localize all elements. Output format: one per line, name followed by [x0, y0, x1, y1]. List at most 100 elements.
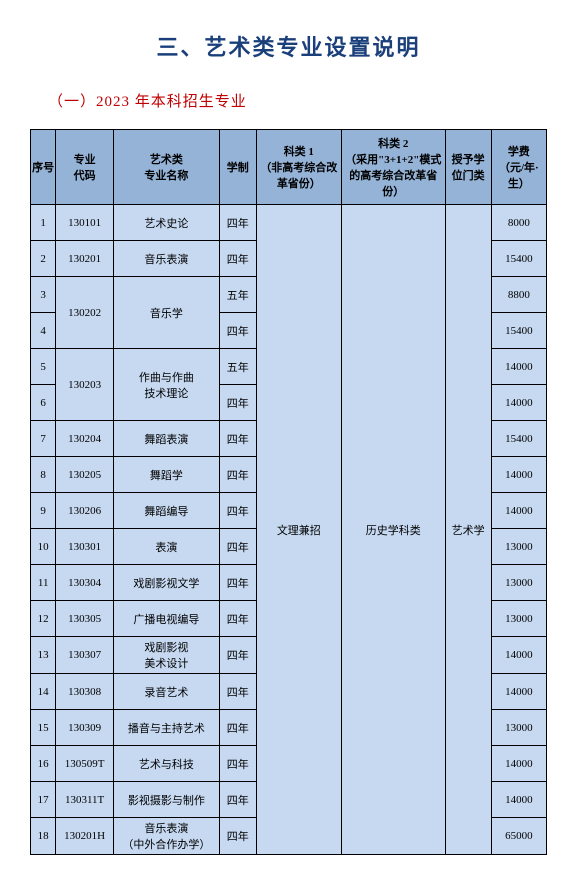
cell-name: 表演 — [113, 529, 219, 565]
cell-name: 戏剧影视文学 — [113, 565, 219, 601]
cell-index: 18 — [31, 818, 56, 855]
cell-code: 130309 — [56, 710, 114, 746]
cell-duration: 四年 — [219, 818, 256, 855]
cell-degree: 艺术学 — [445, 205, 491, 855]
cell-duration: 四年 — [219, 782, 256, 818]
page-title: 三、艺术类专业设置说明 — [30, 30, 547, 62]
table-header-row: 序号 专业代码 艺术类专业名称 学制 科类 1（非高考综合改革省份） 科类 2（… — [31, 130, 547, 205]
cell-code: 130301 — [56, 529, 114, 565]
cell-name: 影视摄影与制作 — [113, 782, 219, 818]
cell-index: 14 — [31, 674, 56, 710]
cell-index: 13 — [31, 637, 56, 674]
cell-duration: 四年 — [219, 457, 256, 493]
cell-fee: 65000 — [491, 818, 546, 855]
cell-index: 3 — [31, 277, 56, 313]
cell-name: 音乐学 — [113, 277, 219, 349]
cell-code: 130305 — [56, 601, 114, 637]
cell-duration: 四年 — [219, 493, 256, 529]
cell-fee: 15400 — [491, 241, 546, 277]
cell-name: 音乐表演 — [113, 241, 219, 277]
cell-code: 130201H — [56, 818, 114, 855]
cell-code: 130311T — [56, 782, 114, 818]
cell-name: 广播电视编导 — [113, 601, 219, 637]
th-index: 序号 — [31, 130, 56, 205]
cell-duration: 四年 — [219, 637, 256, 674]
cell-fee: 14000 — [491, 782, 546, 818]
cell-code: 130205 — [56, 457, 114, 493]
cell-fee: 8000 — [491, 205, 546, 241]
cell-fee: 14000 — [491, 493, 546, 529]
cell-code: 130304 — [56, 565, 114, 601]
cell-index: 4 — [31, 313, 56, 349]
cell-code: 130203 — [56, 349, 114, 421]
section-subtitle: （一）2023 年本科招生专业 — [48, 90, 547, 111]
th-fee: 学费（元/年·生） — [491, 130, 546, 205]
cell-duration: 四年 — [219, 674, 256, 710]
cell-duration: 四年 — [219, 385, 256, 421]
cell-index: 11 — [31, 565, 56, 601]
cell-index: 17 — [31, 782, 56, 818]
cell-fee: 14000 — [491, 349, 546, 385]
cell-index: 7 — [31, 421, 56, 457]
th-k2: 科类 2（采用"3+1+2"模式的高考综合改革省份） — [341, 130, 445, 205]
cell-duration: 四年 — [219, 241, 256, 277]
cell-name: 播音与主持艺术 — [113, 710, 219, 746]
cell-fee: 8800 — [491, 277, 546, 313]
cell-fee: 15400 — [491, 421, 546, 457]
cell-code: 130201 — [56, 241, 114, 277]
cell-fee: 13000 — [491, 565, 546, 601]
cell-duration: 四年 — [219, 746, 256, 782]
cell-index: 5 — [31, 349, 56, 385]
cell-name: 戏剧影视美术设计 — [113, 637, 219, 674]
cell-code: 130101 — [56, 205, 114, 241]
cell-name: 舞蹈编导 — [113, 493, 219, 529]
cell-name: 作曲与作曲技术理论 — [113, 349, 219, 421]
cell-name: 艺术史论 — [113, 205, 219, 241]
cell-k1: 文理兼招 — [256, 205, 341, 855]
th-degree: 授予学位门类 — [445, 130, 491, 205]
cell-fee: 13000 — [491, 529, 546, 565]
cell-index: 15 — [31, 710, 56, 746]
cell-fee: 14000 — [491, 457, 546, 493]
th-code: 专业代码 — [56, 130, 114, 205]
table-row: 1130101艺术史论四年文理兼招历史学科类艺术学8000 — [31, 205, 547, 241]
cell-name: 音乐表演（中外合作办学） — [113, 818, 219, 855]
cell-name: 录音艺术 — [113, 674, 219, 710]
cell-name: 艺术与科技 — [113, 746, 219, 782]
cell-fee: 15400 — [491, 313, 546, 349]
cell-index: 1 — [31, 205, 56, 241]
th-duration: 学制 — [219, 130, 256, 205]
cell-fee: 14000 — [491, 637, 546, 674]
cell-code: 130206 — [56, 493, 114, 529]
cell-index: 10 — [31, 529, 56, 565]
cell-index: 16 — [31, 746, 56, 782]
cell-code: 130204 — [56, 421, 114, 457]
cell-duration: 四年 — [219, 601, 256, 637]
cell-duration: 五年 — [219, 349, 256, 385]
cell-duration: 五年 — [219, 277, 256, 313]
cell-duration: 四年 — [219, 313, 256, 349]
cell-fee: 14000 — [491, 674, 546, 710]
th-name: 艺术类专业名称 — [113, 130, 219, 205]
cell-code: 130202 — [56, 277, 114, 349]
cell-fee: 14000 — [491, 746, 546, 782]
cell-name: 舞蹈学 — [113, 457, 219, 493]
cell-name: 舞蹈表演 — [113, 421, 219, 457]
cell-duration: 四年 — [219, 421, 256, 457]
cell-duration: 四年 — [219, 565, 256, 601]
cell-duration: 四年 — [219, 529, 256, 565]
cell-fee: 14000 — [491, 385, 546, 421]
cell-index: 6 — [31, 385, 56, 421]
majors-table: 序号 专业代码 艺术类专业名称 学制 科类 1（非高考综合改革省份） 科类 2（… — [30, 129, 547, 855]
cell-index: 9 — [31, 493, 56, 529]
cell-code: 130308 — [56, 674, 114, 710]
cell-index: 2 — [31, 241, 56, 277]
cell-code: 130307 — [56, 637, 114, 674]
cell-duration: 四年 — [219, 205, 256, 241]
cell-fee: 13000 — [491, 601, 546, 637]
cell-index: 8 — [31, 457, 56, 493]
cell-fee: 13000 — [491, 710, 546, 746]
th-k1: 科类 1（非高考综合改革省份） — [256, 130, 341, 205]
cell-k2: 历史学科类 — [341, 205, 445, 855]
cell-code: 130509T — [56, 746, 114, 782]
